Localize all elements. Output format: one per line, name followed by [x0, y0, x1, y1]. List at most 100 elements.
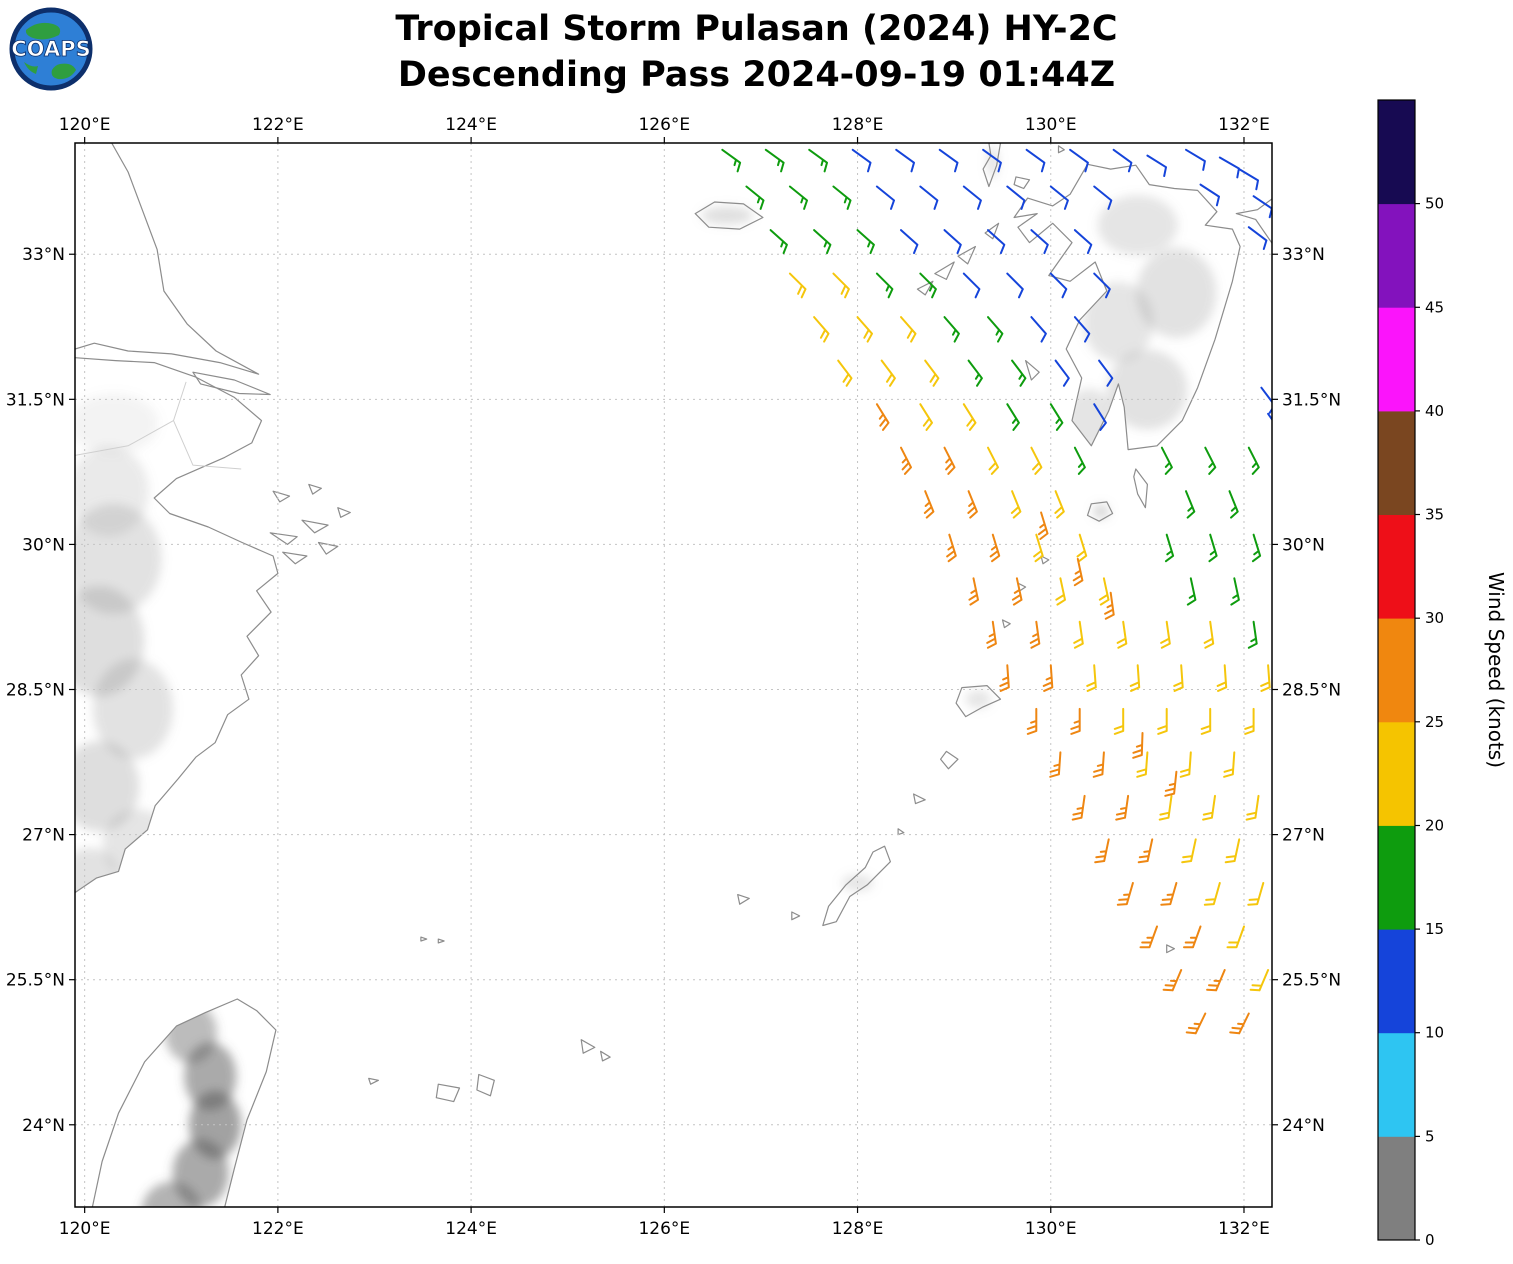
- coastline-chongming: [192, 371, 271, 396]
- terrain-spot: [1107, 349, 1188, 430]
- wind-barb: [1030, 446, 1043, 475]
- coastline-goto-3: [957, 245, 976, 265]
- wind-barb: [1245, 794, 1260, 821]
- plot-border: [74, 142, 1273, 1208]
- lat-tick-label-left: 30°N: [22, 535, 65, 555]
- wind-barb: [856, 316, 873, 343]
- wind-barb: [1164, 533, 1175, 563]
- colorbar-segment: [1378, 203, 1415, 308]
- wind-barb: [1093, 272, 1111, 299]
- wind-barb: [1260, 386, 1272, 414]
- lon-tick-label-bottom: 128°E: [832, 1219, 884, 1239]
- coastline-iki: [1013, 176, 1031, 190]
- terrain-spot: [141, 1181, 202, 1207]
- wind-barb: [1146, 154, 1167, 177]
- colorbar-tick-label: 40: [1425, 402, 1444, 420]
- terrain-spot: [93, 658, 173, 759]
- coastline-okinawa: [822, 845, 891, 927]
- wind-barb: [1132, 732, 1144, 759]
- terrain-spot: [965, 690, 992, 709]
- axis-ticks-labels: 120°E 120°E 122°E 122°E 124°E 124°E 126°E 126°E…: [6, 115, 1341, 1239]
- wind-barb: [1238, 168, 1259, 191]
- wind-barb: [1202, 794, 1216, 821]
- wind-barb: [967, 490, 978, 519]
- lon-tick-label-top: 126°E: [638, 115, 690, 135]
- wind-barb: [1216, 664, 1228, 692]
- wind-barb: [788, 272, 807, 299]
- wind-barb: [1049, 403, 1064, 431]
- wind-barb: [1026, 707, 1038, 735]
- wind-barb: [1185, 1012, 1207, 1035]
- coastline-ishigaki: [476, 1073, 495, 1097]
- coastline-okinoerabu: [913, 793, 926, 805]
- wind-barb: [808, 148, 828, 173]
- wind-barb: [837, 359, 853, 387]
- wind-barb: [1093, 403, 1107, 431]
- coastline-taiwan: [91, 998, 277, 1207]
- coastline-senkaku-2: [437, 938, 445, 944]
- coastline-senkaku-1: [420, 936, 428, 942]
- wind-barb: [1011, 359, 1027, 387]
- colorbar-segment: [1378, 1032, 1415, 1137]
- lat-tick-label-right: 24°N: [1282, 1116, 1325, 1136]
- coastline-tokunoshima: [940, 750, 959, 770]
- wind-barb: [1164, 770, 1178, 797]
- wind-barb: [1073, 229, 1093, 255]
- colorbar-segment: [1378, 825, 1415, 930]
- wind-barb: [745, 185, 765, 210]
- wind-barb: [1249, 969, 1270, 992]
- wind-barb: [1073, 620, 1084, 649]
- wind-barb: [1030, 229, 1049, 255]
- wind-barb: [1049, 185, 1069, 210]
- wind-barb: [1037, 511, 1049, 540]
- wind-barb: [989, 533, 1001, 563]
- colorbar-segment: [1378, 514, 1415, 619]
- lat-tick-label-right: 27°N: [1282, 826, 1325, 846]
- terrain-spot: [1136, 247, 1217, 338]
- wind-barb: [943, 316, 960, 343]
- wind-barb: [1244, 707, 1255, 735]
- lon-tick-label-top: 132°E: [1218, 115, 1270, 135]
- coastline-province-border-1: [173, 381, 242, 470]
- colorbar-segment: [1378, 410, 1415, 515]
- wind-barb: [1049, 272, 1068, 299]
- coastline-okinoshima: [1057, 145, 1065, 154]
- wind-barb: [1228, 490, 1239, 519]
- wind-barb: [1160, 882, 1178, 906]
- wind-barb: [1069, 148, 1089, 173]
- wind-barb: [900, 229, 919, 255]
- wind-barb: [1116, 882, 1134, 906]
- colorbar-segment: [1378, 307, 1415, 412]
- wind-barb: [919, 185, 939, 210]
- wind-barb: [1260, 664, 1271, 692]
- wind-barb: [1042, 664, 1054, 692]
- lon-tick-label-bottom: 132°E: [1218, 1219, 1270, 1239]
- colorbar-segment: [1378, 1136, 1415, 1241]
- wind-barb: [1179, 751, 1192, 778]
- wind-barb: [1158, 794, 1173, 821]
- wind-barb: [1204, 446, 1217, 475]
- wind-barb: [788, 185, 808, 210]
- wind-barb: [1098, 577, 1110, 606]
- lon-tick-label-top: 128°E: [832, 115, 884, 135]
- figure-title-line1: Tropical Storm Pulasan (2024) HY-2C: [395, 9, 1118, 49]
- wind-barb: [1218, 156, 1240, 179]
- wind-barb: [1072, 557, 1084, 587]
- terrain-spot: [987, 146, 998, 179]
- wind-barb: [721, 148, 742, 173]
- coastline-jeju: [694, 201, 764, 230]
- wind-barb: [1129, 664, 1141, 692]
- coastline-goto-1: [916, 280, 934, 296]
- lat-tick-label-left: 28.5°N: [6, 681, 65, 701]
- colorbar-tick-label: 10: [1425, 1024, 1444, 1042]
- coaps-logo: COAPS: [8, 6, 94, 92]
- wind-barb: [1139, 925, 1158, 949]
- colorbar-tick-label: 25: [1425, 713, 1444, 731]
- terrain-spot: [1093, 504, 1109, 519]
- coastline-shikoku-cape: [1235, 198, 1272, 245]
- figure-title-block: Tropical Storm Pulasan (2024) HY-2C Desc…: [0, 6, 1513, 98]
- wind-barb: [1054, 359, 1070, 387]
- wind-barb: [1025, 148, 1046, 173]
- lat-tick-label-right: 30°N: [1282, 535, 1325, 555]
